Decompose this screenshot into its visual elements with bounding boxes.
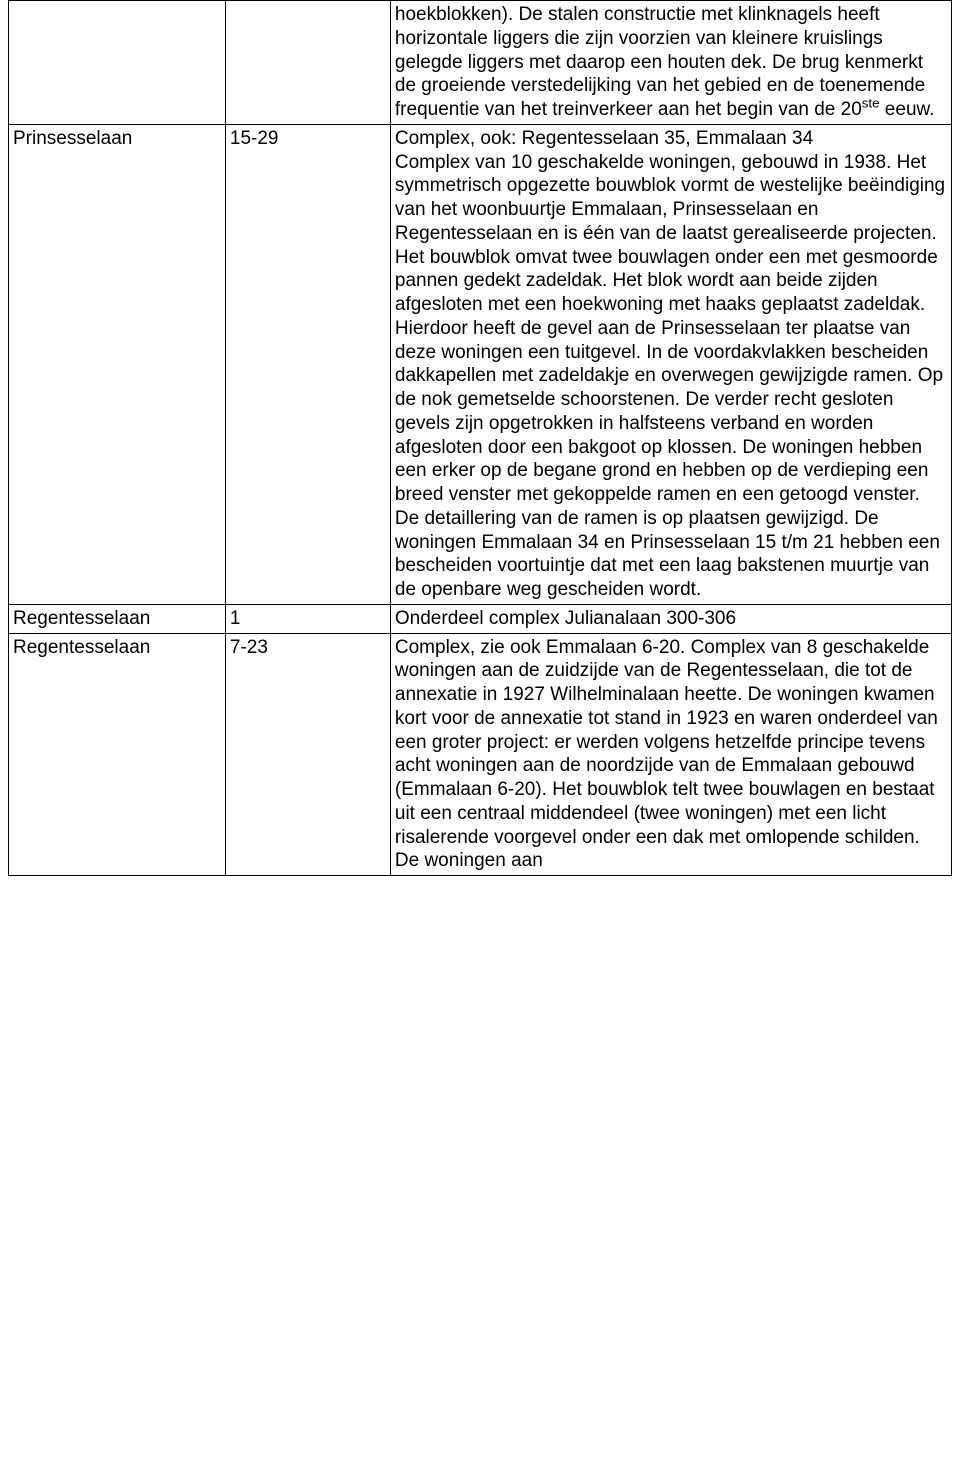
description-cell: Complex, zie ook Emmalaan 6-20. Complex … <box>390 633 951 876</box>
number-cell <box>225 1 390 125</box>
table-row: Regentesselaan7-23Complex, zie ook Emmal… <box>9 633 952 876</box>
table-row: Regentesselaan1Onderdeel complex Juliana… <box>9 604 952 633</box>
description-cell: Complex, ook: Regentesselaan 35, Emmalaa… <box>390 124 951 604</box>
number-cell: 1 <box>225 604 390 633</box>
description-cell: Onderdeel complex Julianalaan 300-306 <box>390 604 951 633</box>
street-name-cell: Prinsesselaan <box>9 124 226 604</box>
number-cell: 7-23 <box>225 633 390 876</box>
data-table: hoekblokken). De stalen constructie met … <box>8 0 952 876</box>
table-row: hoekblokken). De stalen constructie met … <box>9 1 952 125</box>
table-row: Prinsesselaan15-29Complex, ook: Regentes… <box>9 124 952 604</box>
document-page: hoekblokken). De stalen constructie met … <box>0 0 960 876</box>
street-name-cell: Regentesselaan <box>9 633 226 876</box>
street-name-cell: Regentesselaan <box>9 604 226 633</box>
table-body: hoekblokken). De stalen constructie met … <box>9 1 952 876</box>
number-cell: 15-29 <box>225 124 390 604</box>
street-name-cell <box>9 1 226 125</box>
description-cell: hoekblokken). De stalen constructie met … <box>390 1 951 125</box>
